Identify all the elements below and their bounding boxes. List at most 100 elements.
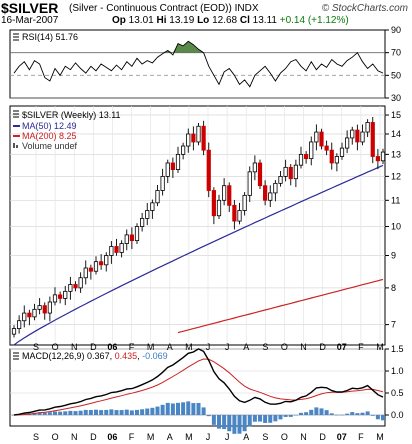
ohlc-readout: Op 13.01 Hi 13.19 Lo 12.68 Cl 13.11 +0.1… — [112, 15, 349, 26]
candle-body — [170, 162, 175, 170]
macd-histogram-bar — [196, 402, 201, 415]
candle-body — [68, 284, 73, 292]
chart-date: 16-Mar-2007 — [1, 15, 59, 26]
macd-histogram-bar — [252, 415, 257, 422]
candle-body — [365, 122, 370, 133]
rsi-y-tick-label: 30 — [391, 93, 401, 103]
x-tick-label: A — [167, 342, 173, 352]
candle-body — [181, 145, 186, 155]
macd-histogram-bar — [242, 415, 247, 432]
candle-body — [73, 284, 78, 289]
candle-body — [334, 156, 339, 164]
candle-body — [17, 320, 22, 329]
x-tick-label: S — [33, 432, 39, 442]
macd-histogram-bar — [140, 409, 145, 415]
macd-signal-legend-value: 0.435 — [115, 351, 138, 361]
candle-body — [83, 267, 88, 279]
macd-histogram-bar — [268, 415, 273, 423]
high-label: Hi — [156, 15, 167, 26]
candle-body — [150, 202, 155, 211]
macd-histogram-bar — [135, 409, 139, 415]
price-y-tick-label: 12 — [391, 171, 401, 181]
macd-line — [13, 348, 384, 416]
macd-hist-legend-value: -0.069 — [142, 351, 168, 361]
close-label: Cl — [239, 15, 250, 26]
x-tick-label: O — [52, 432, 59, 442]
rsi-overbought-fill — [14, 41, 383, 53]
macd-histogram-bar — [299, 412, 303, 415]
x-tick-label: N — [71, 432, 78, 442]
price-panel: 7 8 9 10 11 12 13 14 15 $SILVER (Weekly) 13.11 M… — [9, 105, 401, 346]
x-tick-label: 06 — [107, 342, 117, 352]
chart-symbol: $SILVER — [1, 0, 59, 16]
candle-body — [32, 308, 37, 318]
price-y-tick-label: 7 — [391, 320, 396, 330]
macd-histogram-bar — [304, 412, 309, 415]
macd-histogram-bar — [360, 412, 365, 415]
macd-signal-line — [13, 358, 384, 416]
x-tick-label: A — [243, 342, 249, 352]
candle-body — [42, 305, 47, 314]
x-tick-label: M — [376, 342, 384, 352]
macd-histogram-bar — [58, 411, 63, 415]
candle-body — [232, 204, 237, 222]
candle-body — [78, 277, 83, 289]
macd-histogram-bar — [278, 415, 283, 420]
candle-body — [242, 194, 247, 211]
candle-body — [237, 210, 242, 222]
macd-histogram-bar — [350, 412, 355, 415]
macd-histogram-bar — [293, 415, 298, 416]
candle-body — [227, 185, 232, 206]
candle-body — [304, 153, 309, 160]
macd-histogram-bar — [227, 415, 232, 432]
candle-body — [206, 149, 211, 191]
candle-body — [175, 153, 181, 170]
volume-legend: Volume undef — [22, 141, 78, 151]
macd-histogram-bar — [201, 407, 206, 415]
macd-histogram-bar — [222, 415, 227, 430]
macd-histogram-bar — [47, 412, 52, 415]
x-tick-label: J — [225, 432, 230, 442]
macd-y-tick-label: 1.5 — [391, 344, 404, 354]
x-tick-label: N — [300, 432, 307, 442]
x-tick-label: O — [281, 432, 288, 442]
candle-body — [27, 312, 32, 318]
candle-body — [350, 129, 355, 139]
macd-histogram-bar — [355, 413, 360, 415]
x-tick-label: O — [52, 342, 59, 352]
macd-histogram-bar — [314, 407, 319, 415]
candle-body — [380, 151, 386, 162]
macd-histogram-bar — [217, 415, 221, 429]
x-tick-label: M — [185, 432, 193, 442]
candle-body — [283, 166, 288, 177]
price-y-axis: 7 8 9 10 11 12 13 14 15 — [385, 110, 401, 330]
candle-body — [47, 301, 52, 314]
macd-y-tick-label: 1.0 — [391, 366, 404, 376]
candle-body — [11, 328, 17, 335]
candle-body — [37, 305, 42, 310]
macd-legend: MACD(12,26,9) 0.367, 0.435, -0.069 — [22, 351, 168, 361]
candle-body — [370, 122, 375, 157]
macd-histogram-bar — [375, 415, 380, 420]
price-y-tick-label: 10 — [391, 222, 401, 232]
macd-histogram-bar — [176, 402, 180, 415]
macd-histogram-bar — [273, 415, 278, 422]
x-tick-label: D — [319, 342, 326, 352]
macd-histogram — [12, 401, 385, 434]
candle-body — [319, 131, 324, 147]
x-tick-label: S — [262, 432, 268, 442]
macd-histogram-bar — [94, 409, 98, 415]
rsi-y-axis: 30 50 70 90 — [385, 25, 401, 103]
macd-histogram-bar — [63, 411, 68, 415]
x-tick-label: A — [167, 432, 173, 442]
close-value: 13.11 — [252, 15, 277, 26]
candle-body — [124, 234, 129, 244]
x-tick-label: O — [281, 342, 288, 352]
candle-body — [252, 162, 257, 173]
rsi-legend-icon — [13, 33, 19, 41]
macd-histogram-bar — [155, 406, 160, 415]
macd-histogram-bar — [370, 415, 375, 416]
rsi-y-tick-label: 90 — [391, 25, 401, 35]
macd-histogram-bar — [329, 413, 334, 415]
macd-histogram-bar — [88, 410, 93, 415]
